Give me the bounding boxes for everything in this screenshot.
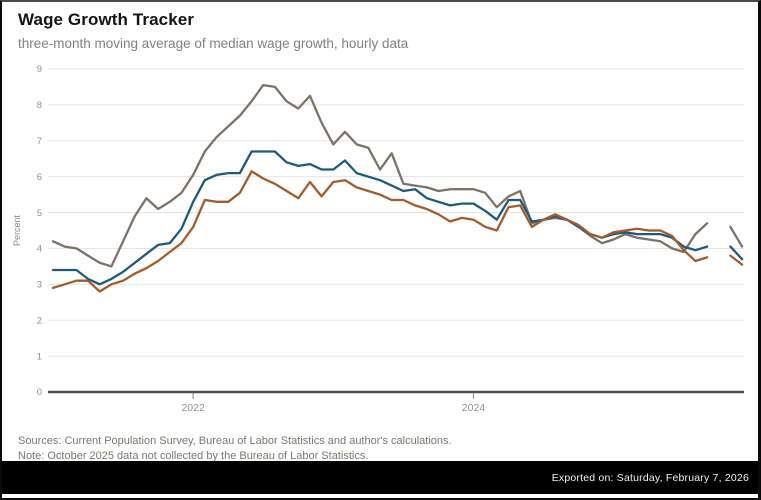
bottom-strip xyxy=(2,494,758,498)
line-orange xyxy=(729,254,744,266)
y-tick-label: 5 xyxy=(37,208,42,219)
x-tick-label: 2022 xyxy=(181,402,205,414)
data-lines xyxy=(51,83,744,293)
chart-title: Wage Growth Tracker xyxy=(18,10,195,29)
export-timestamp: Exported on: Saturday, February 7, 2026 xyxy=(551,471,749,484)
line-gray xyxy=(729,225,744,248)
chart-subtitle: three-month moving average of median wag… xyxy=(18,36,409,51)
y-tick-label: 3 xyxy=(37,280,42,291)
x-tick-label: 2024 xyxy=(462,402,486,414)
gridlines xyxy=(48,68,744,394)
x-axis: 2022 2024 xyxy=(181,393,485,414)
y-tick-label: 0 xyxy=(37,387,42,398)
sources-note: Sources: Current Population Survey, Bure… xyxy=(18,435,452,447)
y-tick-label: 6 xyxy=(37,172,42,183)
y-tick-label: 4 xyxy=(37,244,42,255)
y-tick-label: 8 xyxy=(37,100,42,111)
line-gray xyxy=(51,83,709,268)
y-axis-tick-labels: 0 1 2 3 4 5 6 7 8 9 xyxy=(37,64,42,398)
y-tick-label: 1 xyxy=(37,351,42,362)
y-tick-label: 9 xyxy=(37,64,42,75)
y-axis-title: Percent xyxy=(12,214,22,246)
y-tick-label: 7 xyxy=(37,136,42,147)
y-tick-label: 2 xyxy=(37,315,42,326)
footnotes: Sources: Current Population Survey, Bure… xyxy=(18,434,452,464)
line-orange xyxy=(51,170,709,293)
line-blue xyxy=(729,245,744,261)
export-bar: Exported on: Saturday, February 7, 2026 xyxy=(2,461,758,494)
data-collection-note: Note: October 2025 data not collected by… xyxy=(18,450,369,462)
wage-growth-line-chart: 0 1 2 3 4 5 6 7 8 9 2022 2024 Percent xyxy=(12,64,744,414)
